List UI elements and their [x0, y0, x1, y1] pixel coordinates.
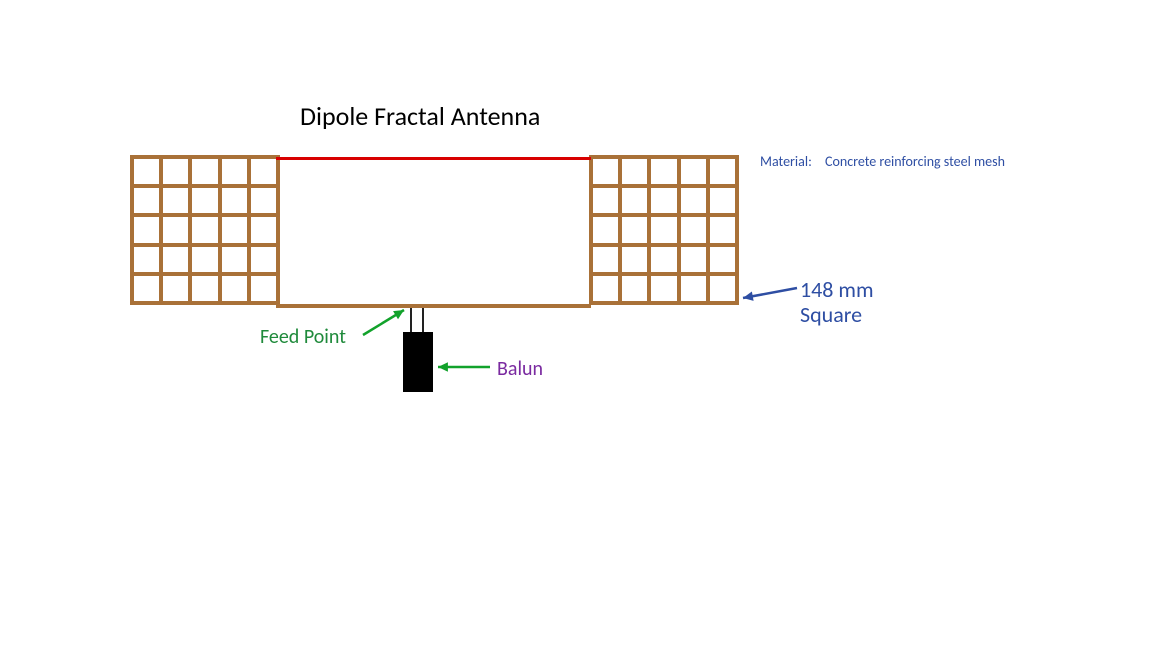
feed-lead-right	[422, 308, 424, 332]
dimension-arrow	[728, 273, 812, 313]
mesh-grid-right	[589, 155, 739, 305]
feed-point-arrow	[348, 295, 419, 350]
red-connector-wire	[276, 157, 591, 160]
material-value: Concrete reinforcing steel mesh	[825, 153, 1005, 170]
balun-arrow	[423, 352, 505, 382]
diagram-title: Dipole Fractal Antenna	[300, 100, 540, 132]
mesh-grid-left	[130, 155, 280, 305]
bottom-connector-bar	[276, 304, 591, 308]
diagram-canvas: Dipole Fractal Antenna Material: Concret…	[0, 0, 1152, 648]
feed-point-label: Feed Point	[260, 325, 346, 349]
material-label: Material:	[760, 153, 812, 170]
